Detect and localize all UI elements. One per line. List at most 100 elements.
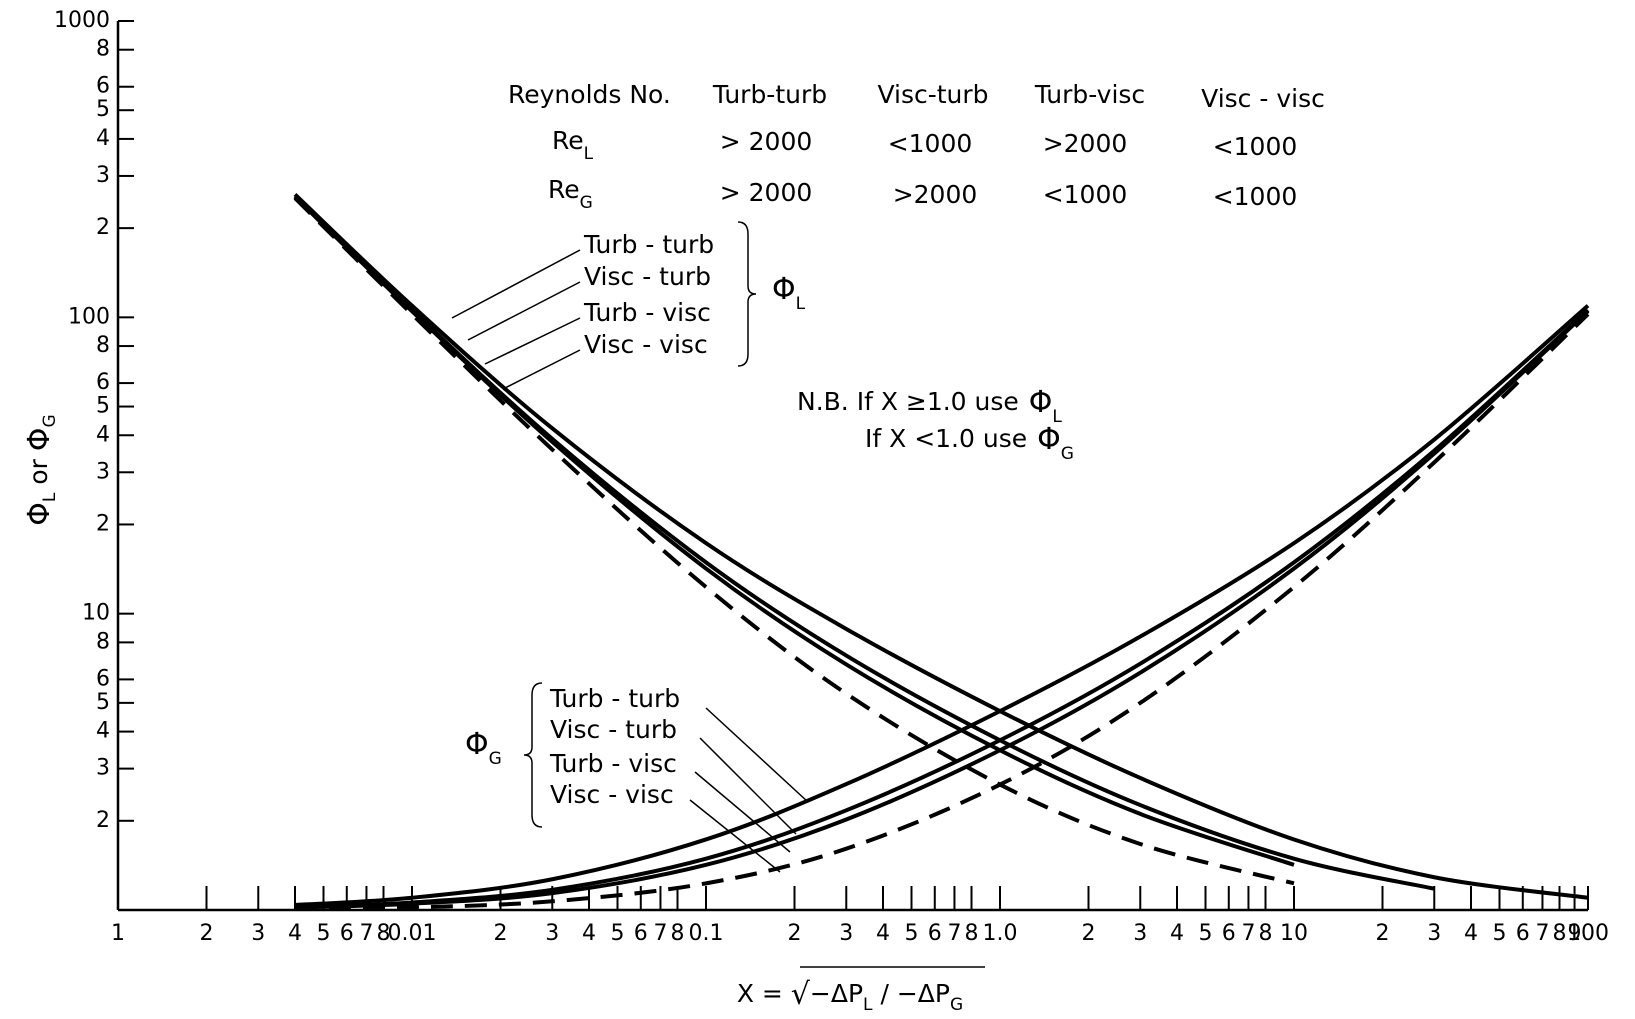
x-tick-label: 5: [904, 921, 918, 946]
x-tick-label: 5: [1492, 921, 1506, 946]
y-tick-label: 8: [96, 37, 110, 62]
group-sub: G: [489, 749, 502, 769]
x-tick-label: 7: [947, 921, 961, 946]
curve: [293, 194, 1435, 891]
x-tick-label: 7: [1241, 921, 1255, 946]
x-tick-label: 5: [610, 921, 624, 946]
row-label: ReG: [548, 175, 593, 213]
note-sub: G: [1061, 444, 1074, 464]
curve: [293, 195, 1295, 867]
y-tick-label: 2: [96, 215, 110, 240]
x-tick-label: 4: [1464, 921, 1478, 946]
legend-label: Visc - turb: [550, 715, 677, 744]
y-tick-label: 5: [96, 97, 110, 122]
note-sub: L: [1052, 407, 1062, 427]
x-label-part: G: [950, 995, 963, 1015]
x-tick-label: 7: [653, 921, 667, 946]
leader-line: [705, 707, 809, 803]
y-tick-label: 8: [96, 333, 110, 358]
legend-label: Turb - visc: [549, 749, 677, 778]
x-tick-label: 6: [1222, 921, 1236, 946]
y-tick-label: 2: [96, 511, 110, 536]
x-tick-label: 8: [377, 921, 391, 946]
y-tick-label: 3: [96, 756, 110, 781]
x-tick-label: 6: [634, 921, 648, 946]
y-tick-label: 6: [96, 74, 110, 99]
y-axis-label: ΦL or ΦG: [22, 414, 61, 525]
curve: [293, 193, 1589, 900]
table-cell: <1000: [1043, 180, 1128, 209]
curve: [294, 309, 1590, 910]
note-text: N.B. If X ≥1.0 use: [797, 387, 1019, 416]
x-axis-label: X = √−ΔPL / −ΔPG: [737, 977, 963, 1016]
row-label: ReL: [552, 126, 594, 164]
x-tick-label: 2: [494, 921, 508, 946]
y-label-part: or: [24, 451, 53, 492]
legend-label: Turb - turb: [549, 684, 680, 713]
x-tick-label: 3: [545, 921, 559, 946]
y-tick-label: 6: [96, 666, 110, 691]
x-tick-label: 7: [1535, 921, 1549, 946]
table-header: Reynolds No.: [508, 80, 671, 109]
table-cell: > 2000: [720, 127, 813, 156]
leader-line: [467, 281, 581, 341]
y-tick-label: 4: [96, 422, 110, 447]
phi-g-legend: Turb - turb Visc - turb Turb - visc Visc…: [465, 682, 809, 873]
y-tick-label: 3: [96, 459, 110, 484]
x-label-part: √: [791, 977, 811, 1012]
x-tick-label: 6: [340, 921, 354, 946]
table-header: Visc-turb: [877, 80, 988, 109]
y-tick-label: 100: [68, 304, 110, 329]
x-tick-label: 5: [1198, 921, 1212, 946]
note: N.B. If X ≥1.0 use ΦL: [797, 385, 1062, 428]
note-text: If X <1.0 use: [865, 424, 1027, 453]
y-tick-label: 5: [96, 690, 110, 715]
curve: [294, 304, 1590, 907]
legend-label: Visc - turb: [584, 262, 711, 291]
leader-line: [484, 317, 581, 365]
table-cell: >2000: [893, 180, 978, 209]
y-tick-label: 4: [96, 126, 110, 151]
x-tick-label: 1.0: [983, 921, 1018, 946]
table-header: Turb-visc: [1034, 80, 1145, 109]
x-tick-label: 8: [1553, 921, 1567, 946]
table-cell: >2000: [1043, 129, 1128, 158]
curve: [294, 312, 1590, 911]
note-symbol: Φ: [1037, 422, 1061, 457]
group-label: ΦG: [465, 727, 502, 770]
y-label-part: L: [40, 492, 60, 502]
y-tick-label: 1000: [54, 8, 110, 33]
x-tick-label: 0.01: [388, 921, 437, 946]
legend-label: Turb - visc: [583, 298, 711, 327]
x-tick-label: 3: [1133, 921, 1147, 946]
table-header: Turb-turb: [712, 80, 827, 109]
x-tick-label: 4: [1170, 921, 1184, 946]
x-tick-label: 9: [1568, 921, 1582, 946]
x-tick-label: 3: [1427, 921, 1441, 946]
note-symbol: Φ: [1029, 385, 1053, 420]
x-tick-label: 10: [1280, 921, 1308, 946]
legend-label: Turb - turb: [583, 230, 714, 259]
table-header: Visc - visc: [1201, 84, 1325, 113]
group-symbol: Φ: [465, 727, 489, 762]
y-tick-label: 5: [96, 394, 110, 419]
group-label: ΦL: [772, 272, 806, 315]
x-tick-label: 2: [1082, 921, 1096, 946]
y-label-part: Φ: [22, 427, 57, 451]
x-tick-label: 8: [1259, 921, 1273, 946]
brace: [523, 682, 543, 828]
group-sub: L: [796, 294, 806, 314]
x-tick-label: 8: [965, 921, 979, 946]
y-tick-label: 8: [96, 629, 110, 654]
x-tick-label: 1: [111, 921, 125, 946]
x-tick-label: 3: [251, 921, 265, 946]
x-tick-label: 2: [788, 921, 802, 946]
x-label-part: L: [863, 995, 873, 1015]
x-tick-label: 4: [582, 921, 596, 946]
x-tick-label: 5: [316, 921, 330, 946]
table-cell: <1000: [1213, 132, 1298, 161]
y-label-part: G: [40, 414, 60, 427]
legend-label: Visc - visc: [550, 780, 674, 809]
x-tick-label: 2: [1376, 921, 1390, 946]
table-cell: <1000: [888, 129, 973, 158]
